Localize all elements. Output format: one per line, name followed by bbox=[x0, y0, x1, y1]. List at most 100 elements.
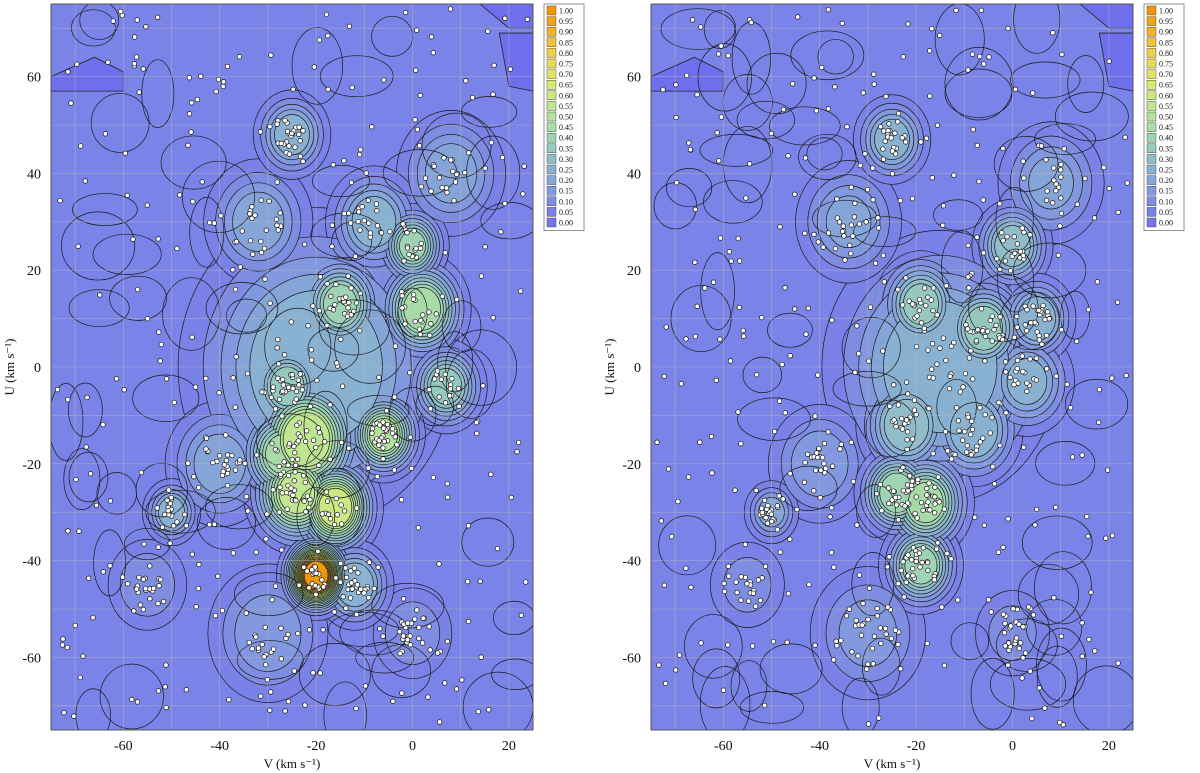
star-marker bbox=[263, 661, 269, 668]
star-marker bbox=[951, 172, 957, 178]
star-marker bbox=[285, 698, 292, 705]
star-marker bbox=[812, 642, 818, 648]
star-marker bbox=[174, 519, 180, 525]
star-marker bbox=[1021, 444, 1027, 450]
star-marker bbox=[354, 505, 360, 511]
star-marker bbox=[1014, 324, 1020, 330]
contour-line bbox=[934, 4, 985, 76]
star-marker bbox=[932, 484, 938, 490]
star-marker bbox=[203, 435, 210, 441]
star-marker bbox=[232, 404, 238, 410]
star-marker bbox=[745, 598, 752, 604]
star-marker bbox=[1001, 630, 1008, 636]
star-marker bbox=[867, 304, 874, 310]
star-marker bbox=[833, 638, 839, 644]
star-marker bbox=[934, 122, 941, 128]
star-marker bbox=[982, 333, 989, 340]
star-marker bbox=[925, 559, 931, 566]
colorbar-swatch bbox=[546, 132, 557, 143]
star-marker bbox=[1014, 357, 1021, 364]
star-marker bbox=[839, 20, 845, 27]
star-marker bbox=[843, 613, 850, 619]
contour-line bbox=[790, 30, 865, 81]
star-marker bbox=[297, 138, 303, 144]
star-marker bbox=[734, 589, 740, 596]
star-marker bbox=[736, 258, 743, 264]
star-marker bbox=[973, 447, 980, 453]
colorbar-swatch bbox=[546, 196, 557, 207]
x-tick-label: 20 bbox=[502, 739, 516, 754]
star-marker bbox=[147, 563, 153, 569]
colorbar-swatch bbox=[1146, 196, 1157, 207]
star-marker bbox=[928, 297, 934, 303]
colorbar-label: 0.25 bbox=[559, 166, 573, 175]
star-marker bbox=[428, 321, 434, 327]
star-marker bbox=[1094, 279, 1101, 285]
star-marker bbox=[951, 339, 957, 346]
contour-line bbox=[660, 8, 736, 50]
colorbar-swatch bbox=[546, 90, 557, 101]
star-marker bbox=[456, 403, 462, 409]
star-marker bbox=[159, 524, 166, 530]
star-marker bbox=[502, 200, 508, 207]
star-marker bbox=[324, 498, 331, 504]
star-marker bbox=[105, 59, 111, 65]
contour-line bbox=[970, 657, 1015, 730]
star-marker bbox=[376, 374, 382, 380]
star-marker bbox=[1064, 381, 1070, 387]
star-marker bbox=[327, 402, 333, 408]
contour-line bbox=[950, 622, 990, 661]
colorbar-label: 0.10 bbox=[1159, 197, 1173, 206]
star-marker bbox=[380, 456, 386, 462]
star-marker bbox=[834, 196, 840, 202]
star-marker bbox=[1020, 624, 1026, 630]
star-marker bbox=[217, 453, 223, 459]
contour-line bbox=[996, 618, 1058, 672]
star-marker bbox=[832, 84, 838, 90]
star-marker bbox=[309, 567, 315, 573]
star-marker bbox=[1101, 164, 1107, 171]
star-marker bbox=[886, 500, 892, 507]
star-marker bbox=[317, 670, 323, 676]
star-marker bbox=[895, 580, 901, 587]
star-marker bbox=[188, 129, 194, 135]
star-marker bbox=[399, 293, 405, 299]
star-marker bbox=[380, 445, 386, 451]
star-marker bbox=[369, 430, 375, 436]
star-marker bbox=[224, 63, 231, 70]
star-marker bbox=[411, 228, 417, 234]
star-marker bbox=[925, 294, 931, 300]
star-marker bbox=[870, 661, 876, 667]
star-marker bbox=[404, 637, 411, 643]
colorbar-label: 0.35 bbox=[1159, 144, 1173, 153]
star-marker bbox=[397, 650, 403, 657]
star-marker bbox=[673, 180, 680, 186]
star-marker bbox=[195, 585, 202, 592]
colorbar-label: 0.95 bbox=[559, 17, 573, 26]
star-marker bbox=[394, 442, 400, 448]
star-marker bbox=[1014, 313, 1020, 320]
star-marker bbox=[926, 405, 932, 412]
star-marker bbox=[1074, 201, 1080, 207]
star-marker bbox=[162, 511, 168, 518]
star-marker bbox=[735, 409, 741, 415]
star-marker bbox=[348, 568, 354, 574]
colorbar-label: 0.90 bbox=[559, 28, 573, 37]
star-marker bbox=[293, 497, 299, 504]
star-marker bbox=[133, 586, 140, 592]
star-marker bbox=[777, 549, 783, 555]
star-marker bbox=[263, 536, 269, 542]
star-marker bbox=[87, 471, 94, 477]
star-marker bbox=[738, 441, 744, 447]
star-marker bbox=[143, 24, 149, 30]
star-marker bbox=[768, 130, 774, 137]
star-marker bbox=[1106, 185, 1112, 192]
colorbar-swatch bbox=[546, 185, 557, 196]
star-marker bbox=[206, 219, 213, 226]
star-marker bbox=[311, 64, 317, 70]
star-marker bbox=[848, 184, 854, 190]
colorbar-swatch bbox=[546, 154, 557, 164]
star-marker bbox=[891, 417, 897, 423]
star-marker bbox=[125, 581, 131, 587]
colorbar-label: 0.55 bbox=[1159, 102, 1173, 111]
